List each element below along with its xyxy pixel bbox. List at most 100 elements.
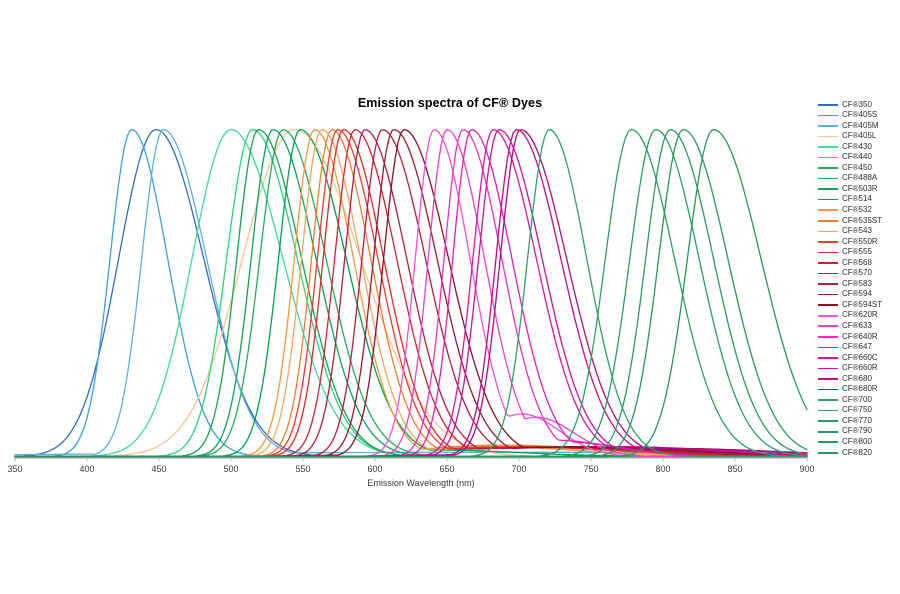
x-tick-label: 450 — [151, 464, 166, 474]
legend-item-label: CF®450 — [842, 162, 872, 172]
x-tick-label: 650 — [439, 464, 454, 474]
x-tick-label: 900 — [799, 464, 814, 474]
legend-item: CF®680R — [818, 384, 900, 395]
legend-item: CF®503R — [818, 184, 900, 195]
legend-item-label: CF®594ST — [842, 299, 883, 309]
legend-item: CF®640R — [818, 332, 900, 343]
legend-swatch — [818, 146, 838, 148]
legend-item-label: CF®535ST — [842, 215, 883, 225]
legend-swatch — [818, 325, 838, 328]
legend-swatch — [818, 336, 838, 338]
legend-swatch — [818, 156, 838, 159]
legend-swatch — [818, 388, 838, 391]
legend-item: CF®450 — [818, 163, 900, 174]
legend-item-label: CF®820 — [842, 447, 872, 457]
legend-swatch — [818, 262, 838, 264]
legend-item: CF®532 — [818, 205, 900, 216]
legend-item-label: CF®405L — [842, 131, 877, 141]
x-tick-label: 800 — [655, 464, 670, 474]
legend-swatch — [818, 367, 838, 370]
legend-swatch — [818, 452, 838, 454]
chart-title: Emission spectra of CF® Dyes — [357, 96, 543, 110]
x-tick-label: 850 — [727, 464, 742, 474]
legend-item-label: CF®440 — [842, 152, 872, 162]
legend-swatch — [818, 114, 838, 117]
legend-item: CF®488A — [818, 173, 900, 184]
legend-item-label: CF®660R — [842, 363, 878, 373]
spectrum-curve — [14, 129, 808, 458]
legend-item: CF®594ST — [818, 300, 900, 311]
legend-swatch — [818, 409, 838, 412]
x-tick-label: 350 — [7, 464, 22, 474]
legend-item: CF®647 — [818, 342, 900, 353]
legend-item: CF®405M — [818, 121, 900, 132]
legend-item: CF®430 — [818, 142, 900, 153]
legend-item: CF®790 — [818, 426, 900, 437]
legend-item: CF®570 — [818, 268, 900, 279]
legend-item: CF®514 — [818, 194, 900, 205]
legend-swatch — [818, 103, 838, 106]
legend-item-label: CF®680R — [842, 384, 878, 394]
legend-swatch — [818, 209, 838, 212]
legend-swatch — [818, 357, 838, 359]
x-axis-label: Emission Wavelength (nm) — [367, 478, 475, 488]
legend-item: CF®660C — [818, 353, 900, 364]
legend-item-label: CF®640R — [842, 331, 878, 341]
legend-swatch — [818, 441, 838, 444]
legend-item-label: CF®594 — [842, 289, 872, 299]
legend-swatch — [818, 272, 838, 275]
legend-swatch — [818, 177, 838, 180]
legend-swatch — [818, 304, 838, 306]
legend-swatch — [818, 251, 838, 254]
legend: CF®350 CF®405S CF®405M CF®405L CF®430 CF®440 C… — [818, 100, 900, 459]
legend-swatch — [818, 378, 838, 380]
legend-item: CF®680 — [818, 374, 900, 385]
legend-item-label: CF®660C — [842, 352, 878, 362]
legend-swatch — [818, 198, 838, 201]
legend-item: CF®594 — [818, 289, 900, 300]
legend-item-label: CF®770 — [842, 415, 872, 425]
legend-item-label: CF®700 — [842, 394, 872, 404]
legend-item-label: CF®583 — [842, 278, 872, 288]
legend-swatch — [818, 314, 838, 317]
legend-swatch — [818, 430, 838, 433]
legend-item: CF®440 — [818, 152, 900, 163]
x-tick-label: 550 — [295, 464, 310, 474]
legend-item: CF®620R — [818, 310, 900, 321]
x-tick-label: 750 — [583, 464, 598, 474]
legend-item: CF®750 — [818, 405, 900, 416]
legend-swatch — [818, 219, 838, 222]
legend-item-label: CF®550R — [842, 236, 878, 246]
legend-swatch — [818, 420, 838, 422]
legend-swatch — [818, 167, 838, 169]
legend-item: CF®820 — [818, 448, 900, 459]
legend-item-label: CF®514 — [842, 194, 872, 204]
legend-item: CF®535ST — [818, 216, 900, 227]
legend-item: CF®543 — [818, 226, 900, 237]
legend-swatch — [818, 135, 838, 138]
x-tick-label: 700 — [511, 464, 526, 474]
legend-item-label: CF®555 — [842, 247, 872, 257]
legend-item: CF®405S — [818, 110, 900, 121]
legend-item-label: CF®570 — [842, 268, 872, 278]
legend-item: CF®633 — [818, 321, 900, 332]
legend-item: CF®800 — [818, 437, 900, 448]
legend-swatch — [818, 283, 838, 285]
legend-item-label: CF®488A — [842, 173, 878, 183]
legend-item-label: CF®790 — [842, 426, 872, 436]
legend-swatch — [818, 230, 838, 233]
spectrum-curve — [14, 128, 808, 458]
legend-item-label: CF®430 — [842, 141, 872, 151]
legend-item-label: CF®800 — [842, 437, 872, 446]
x-tick-label: 400 — [79, 464, 94, 474]
legend-item: CF®568 — [818, 258, 900, 269]
legend-item: CF®350 — [818, 100, 900, 111]
legend-item-label: CF®405S — [842, 110, 878, 120]
legend-item: CF®583 — [818, 279, 900, 290]
legend-swatch — [818, 346, 838, 349]
legend-swatch — [818, 293, 838, 296]
legend-item: CF®660R — [818, 363, 900, 374]
legend-item: CF®700 — [818, 395, 900, 406]
